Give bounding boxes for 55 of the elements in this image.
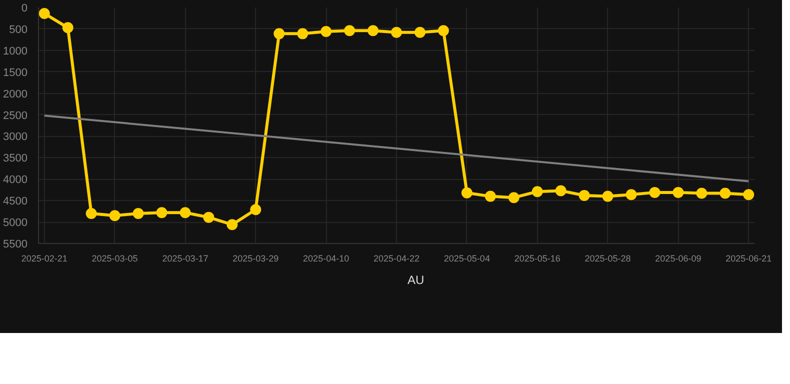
point xyxy=(532,186,543,198)
y-tick-label: 2500 xyxy=(3,110,28,122)
point xyxy=(320,26,332,38)
point xyxy=(344,25,356,36)
point xyxy=(226,219,238,230)
y-tick-label: 3500 xyxy=(3,152,28,165)
point xyxy=(720,188,731,199)
point xyxy=(156,207,168,218)
point xyxy=(203,212,214,223)
y-tick-label: 0 xyxy=(21,2,28,14)
y-tick-label: 5500 xyxy=(3,238,28,250)
point xyxy=(672,186,684,198)
y-tick-label: 2000 xyxy=(3,88,28,100)
y-tick-label: 1000 xyxy=(3,45,28,58)
x-tick-label: 2025-03-29 xyxy=(232,254,279,264)
y-tick-label: 500 xyxy=(9,24,28,36)
point xyxy=(368,25,379,36)
point xyxy=(555,185,566,196)
point xyxy=(649,186,660,198)
x-tick-label: 2025-06-09 xyxy=(655,254,702,264)
x-tick-label: 2025-05-04 xyxy=(444,254,490,264)
point xyxy=(180,207,191,218)
x-tick-label: 2025-03-17 xyxy=(162,254,208,264)
point xyxy=(414,26,426,38)
x-tick-label: 2025-02-21 xyxy=(21,254,68,264)
y-tick-label: 3000 xyxy=(3,131,28,144)
y-tick-label: 1500 xyxy=(3,66,28,79)
point xyxy=(484,190,496,202)
point xyxy=(250,204,262,216)
point xyxy=(297,28,308,40)
point xyxy=(86,208,97,219)
point xyxy=(109,210,120,222)
point xyxy=(274,28,285,40)
point xyxy=(578,190,590,201)
y-tick-label: 4000 xyxy=(3,174,28,186)
point xyxy=(696,188,708,199)
point xyxy=(62,22,74,34)
x-tick-label: 2025-05-28 xyxy=(584,254,631,264)
point xyxy=(508,192,520,204)
y-tick-label: 5000 xyxy=(3,217,28,230)
x-tick-label: 2025-04-22 xyxy=(373,254,420,264)
point xyxy=(132,208,144,219)
text: AU xyxy=(408,273,426,287)
point xyxy=(438,25,449,36)
x-tick-label: 2025-04-10 xyxy=(303,254,350,264)
x-tick-label: 2025-06-21 xyxy=(726,254,772,264)
point xyxy=(743,189,754,200)
point xyxy=(626,189,637,200)
x-tick-label: 2025-03-05 xyxy=(92,254,138,264)
y-tick-label: 4500 xyxy=(3,196,28,208)
point xyxy=(602,190,614,202)
point xyxy=(391,26,402,38)
x-tick-label: 2025-05-16 xyxy=(514,254,560,264)
point xyxy=(38,8,50,19)
point xyxy=(461,187,472,198)
